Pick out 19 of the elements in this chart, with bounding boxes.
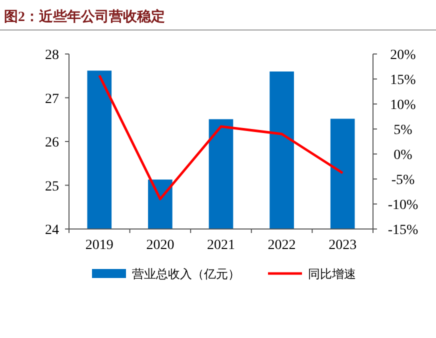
ytick-label: 24 [45,223,59,238]
ytick-label: 28 [45,48,59,63]
y2tick-label: 10% [390,98,416,113]
y2tick-label: 0% [394,148,412,163]
ytick-label: 26 [45,136,59,150]
xtick-label: 2021 [207,238,235,253]
y2tick-label: -10% [388,198,418,213]
ytick-label: 25 [45,179,59,194]
xtick-label: 2022 [268,238,296,253]
xtick-label: 2020 [146,238,174,253]
y2tick-label: 5% [394,123,412,138]
ytick-label: 27 [45,92,59,107]
y2tick-label: 20% [390,48,416,63]
y2tick-label: 15% [390,73,416,88]
y2tick-label: -15% [388,223,418,238]
xtick-label: 2023 [328,238,357,253]
y2tick-label: -5% [391,173,415,188]
xtick-label: 2019 [85,238,114,253]
title: 图2：近些年公司营收稳定 [4,10,165,25]
